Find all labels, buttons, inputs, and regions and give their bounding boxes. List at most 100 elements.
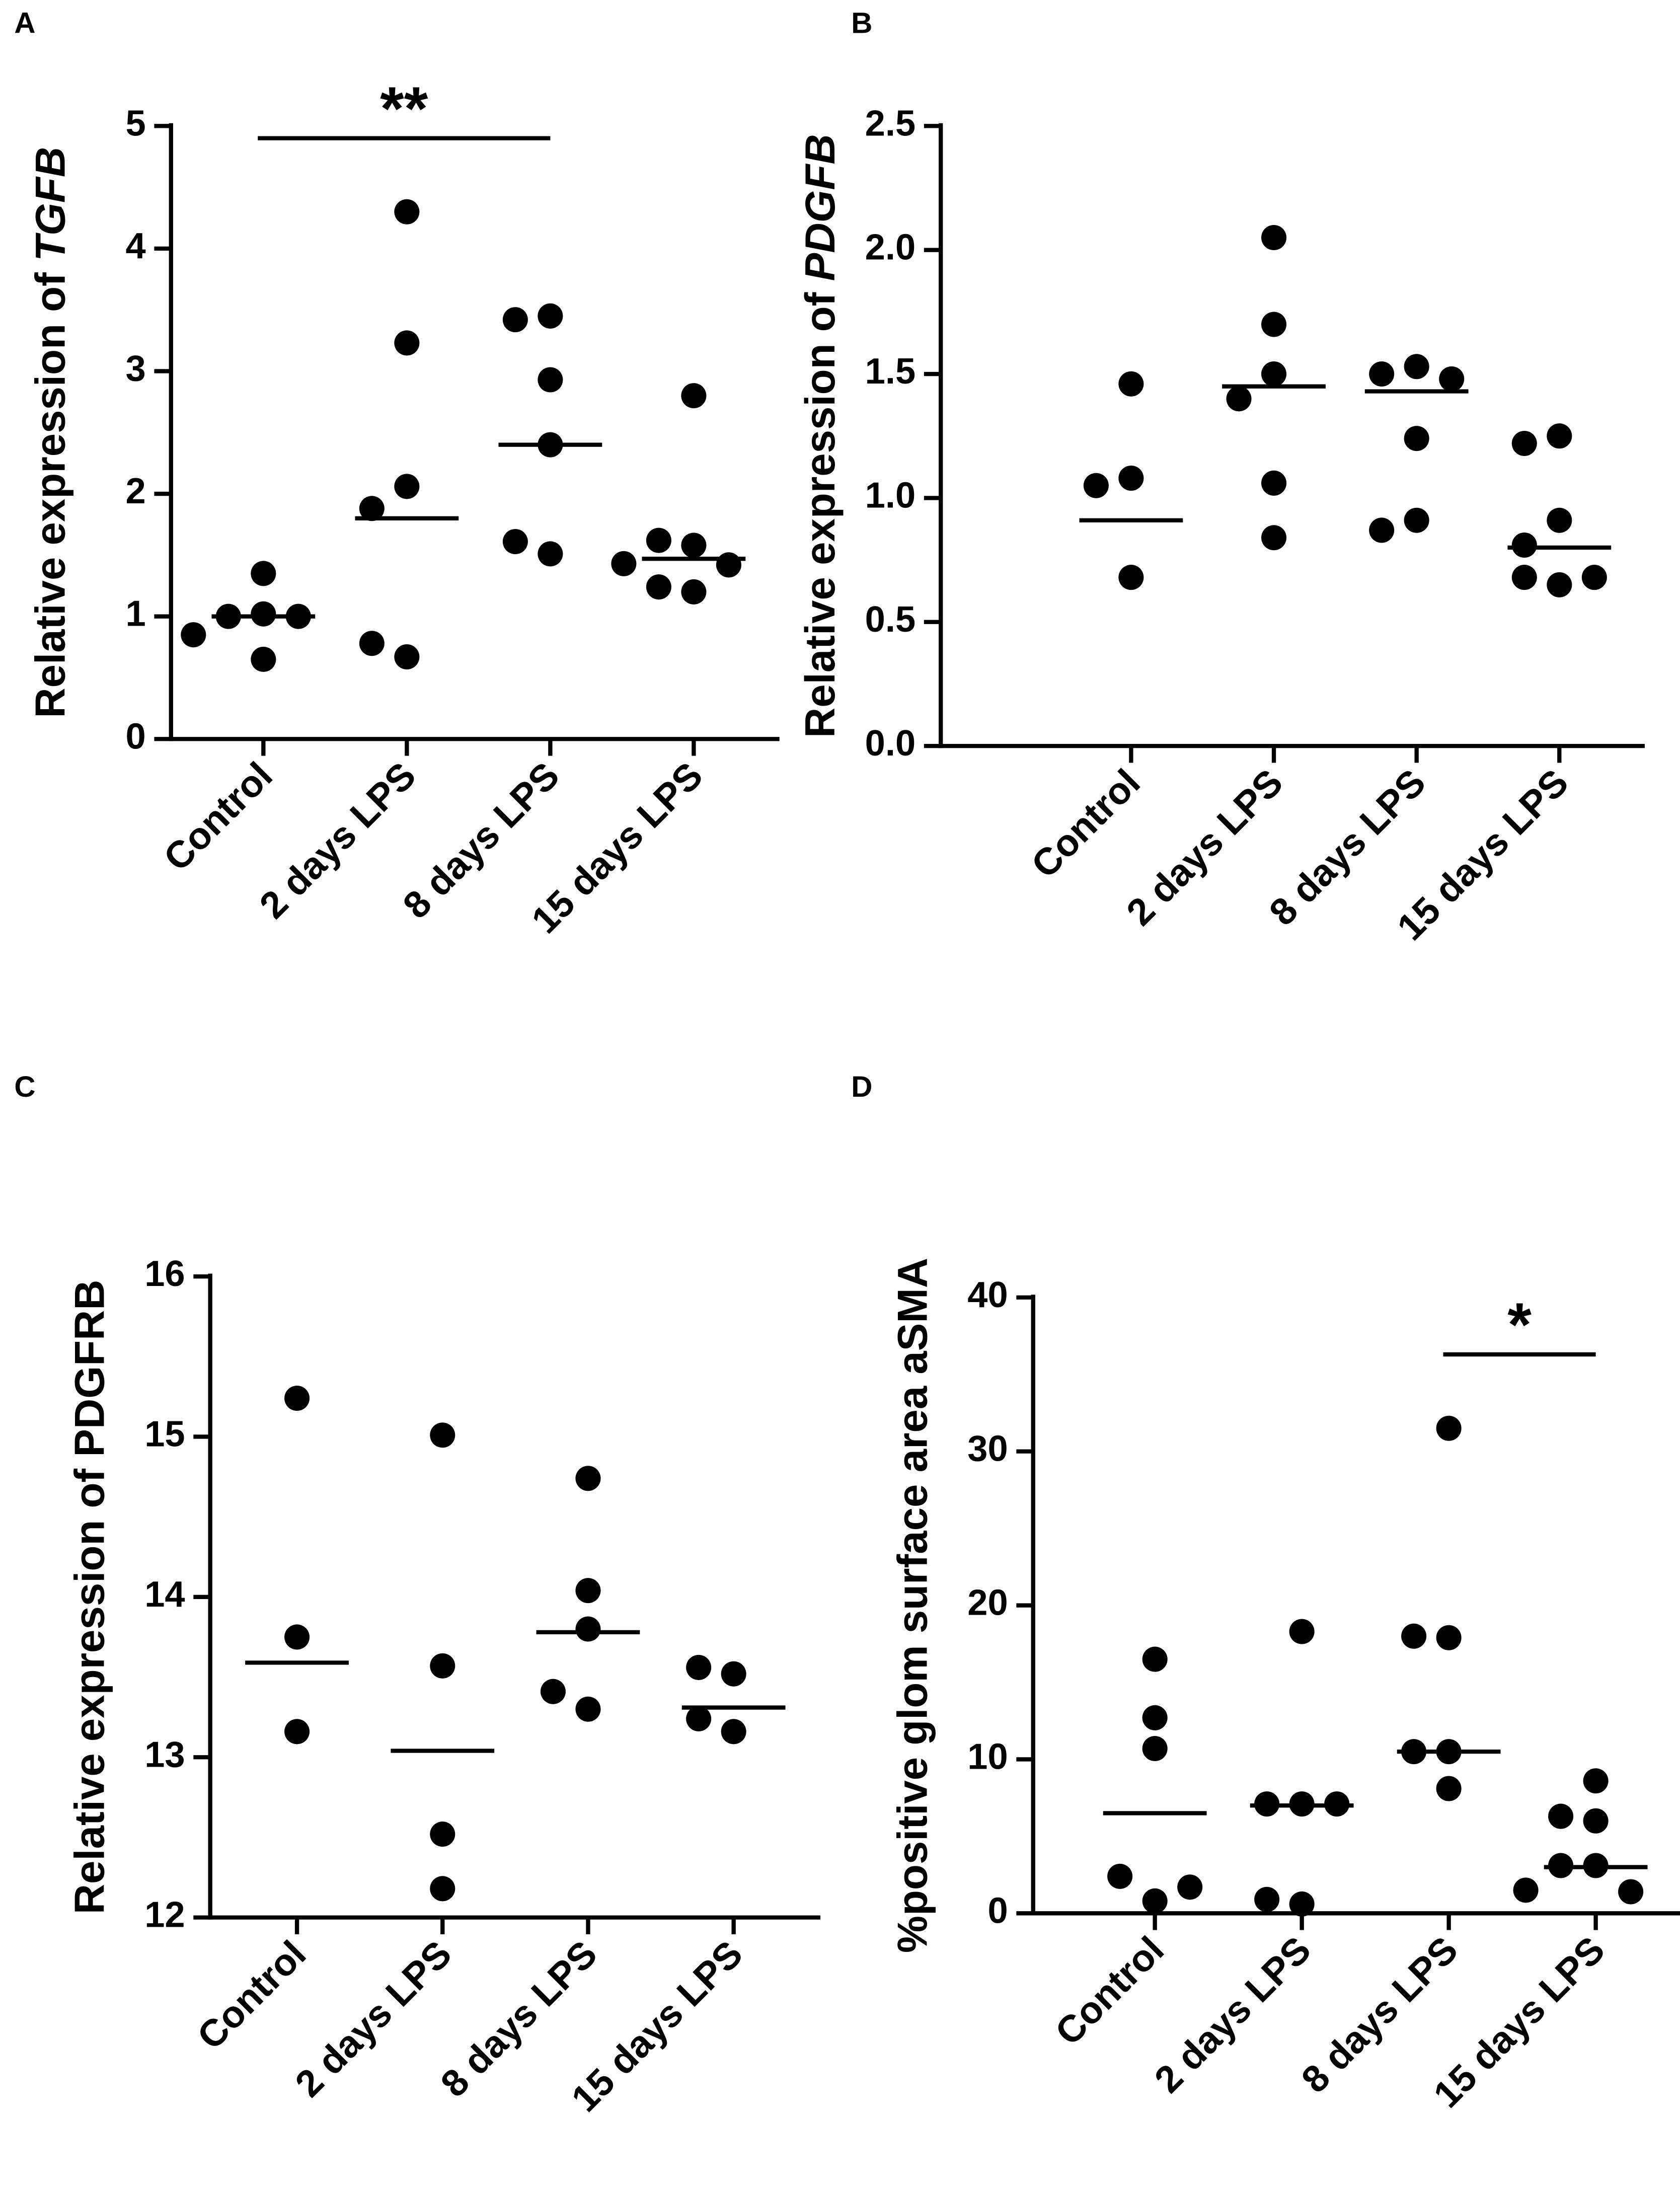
data-point <box>181 622 206 648</box>
data-point <box>721 1661 746 1687</box>
y-tick-label: 2.0 <box>865 228 915 268</box>
data-point <box>1254 1886 1280 1912</box>
data-point <box>1261 312 1287 337</box>
data-point <box>359 496 385 521</box>
data-point <box>538 367 563 393</box>
data-point <box>1513 1877 1539 1903</box>
data-point <box>686 1706 712 1731</box>
data-point <box>430 1422 455 1448</box>
data-point <box>394 644 420 670</box>
data-point <box>1226 386 1252 412</box>
x-tick-label: Control <box>1023 761 1148 886</box>
data-point <box>1404 507 1429 533</box>
y-tick-label: 15 <box>144 1414 185 1455</box>
data-point <box>1142 1705 1168 1730</box>
data-point <box>575 1696 601 1722</box>
data-point <box>686 1654 712 1680</box>
x-tick-label: Control <box>1047 1928 1172 2053</box>
data-point <box>284 1719 310 1745</box>
y-label-text: Relative expression of PDGFRB <box>65 1279 113 1914</box>
data-point <box>284 1386 310 1411</box>
data-point <box>1261 525 1287 551</box>
data-point <box>1436 1415 1462 1441</box>
y-label-gene: TGFB <box>26 147 73 261</box>
data-point <box>1547 507 1572 533</box>
data-point <box>611 551 637 576</box>
y-tick-label: 14 <box>144 1574 185 1615</box>
y-tick-label: 10 <box>967 1736 1008 1777</box>
data-point <box>1581 565 1607 590</box>
y-tick-label: 2 <box>126 471 146 511</box>
data-point <box>538 303 563 329</box>
data-point <box>1404 354 1429 380</box>
y-axis-label: Relative expression of PDGFB <box>796 134 844 738</box>
data-point <box>716 552 741 578</box>
y-tick-label: 3 <box>126 349 146 389</box>
data-point <box>1118 565 1144 590</box>
data-point <box>646 574 671 600</box>
y-axis-label: Relative expression of PDGFRB <box>65 1279 113 1914</box>
y-tick-label: 30 <box>967 1429 1008 1469</box>
data-point <box>681 383 707 409</box>
x-tick-label: Control <box>156 754 280 879</box>
x-tick-label: 2 days LPS <box>1147 1928 1319 2101</box>
data-point <box>1177 1874 1203 1900</box>
y-tick-label: 20 <box>967 1583 1008 1623</box>
data-point <box>575 1616 601 1642</box>
y-tick-label: 1.0 <box>865 475 915 515</box>
data-point <box>1369 361 1395 387</box>
y-tick-label: 16 <box>144 1254 185 1294</box>
data-point <box>1083 473 1109 498</box>
data-point <box>1404 426 1429 451</box>
data-point <box>1142 1646 1168 1672</box>
data-point <box>1289 1619 1315 1644</box>
data-point <box>502 307 528 333</box>
data-point <box>1142 1735 1168 1762</box>
data-point <box>1511 565 1537 590</box>
data-point <box>1369 517 1395 543</box>
y-tick-label: 12 <box>144 1895 185 1935</box>
data-point <box>430 1822 455 1847</box>
panel-letter: B <box>851 7 872 39</box>
panel-letter: D <box>851 1071 872 1103</box>
data-point <box>1261 224 1287 251</box>
data-point <box>394 474 420 499</box>
data-point <box>1118 371 1144 397</box>
data-point <box>681 579 707 604</box>
data-point <box>394 199 420 224</box>
data-point <box>1511 430 1537 457</box>
significance-label: * <box>1507 1290 1532 1359</box>
data-point <box>251 601 276 627</box>
y-tick-label: 2.5 <box>865 103 915 143</box>
data-point <box>1547 423 1572 449</box>
data-point <box>394 330 420 356</box>
y-tick-label: 1.5 <box>865 351 915 392</box>
data-point <box>681 533 707 558</box>
data-point <box>1547 572 1572 597</box>
data-point <box>1289 1891 1315 1917</box>
data-point <box>1436 1625 1462 1650</box>
y-tick-label: 5 <box>126 103 146 143</box>
data-point <box>1261 361 1287 387</box>
data-point <box>1401 1623 1427 1649</box>
data-point <box>575 1578 601 1604</box>
data-point <box>251 646 276 672</box>
data-point <box>540 1679 566 1704</box>
y-tick-label: 0.0 <box>865 723 915 764</box>
y-axis-label: Relative expression of TGFB <box>26 147 73 718</box>
data-point <box>284 1624 310 1650</box>
x-tick-label: 2 days LPS <box>287 1932 460 2105</box>
y-tick-label: 0.5 <box>865 599 915 640</box>
y-label-gene: PDGFB <box>796 134 844 281</box>
data-point <box>575 1466 601 1491</box>
data-point <box>251 561 276 586</box>
data-point <box>1107 1863 1133 1889</box>
data-point <box>646 527 671 553</box>
data-point <box>1583 1808 1609 1834</box>
data-point <box>1439 366 1465 392</box>
y-tick-label: 0 <box>987 1890 1008 1931</box>
y-label-text: %positive glom surface area aSMA <box>888 1258 936 1953</box>
x-tick-label: 2 days LPS <box>251 754 424 927</box>
data-point <box>359 631 385 656</box>
